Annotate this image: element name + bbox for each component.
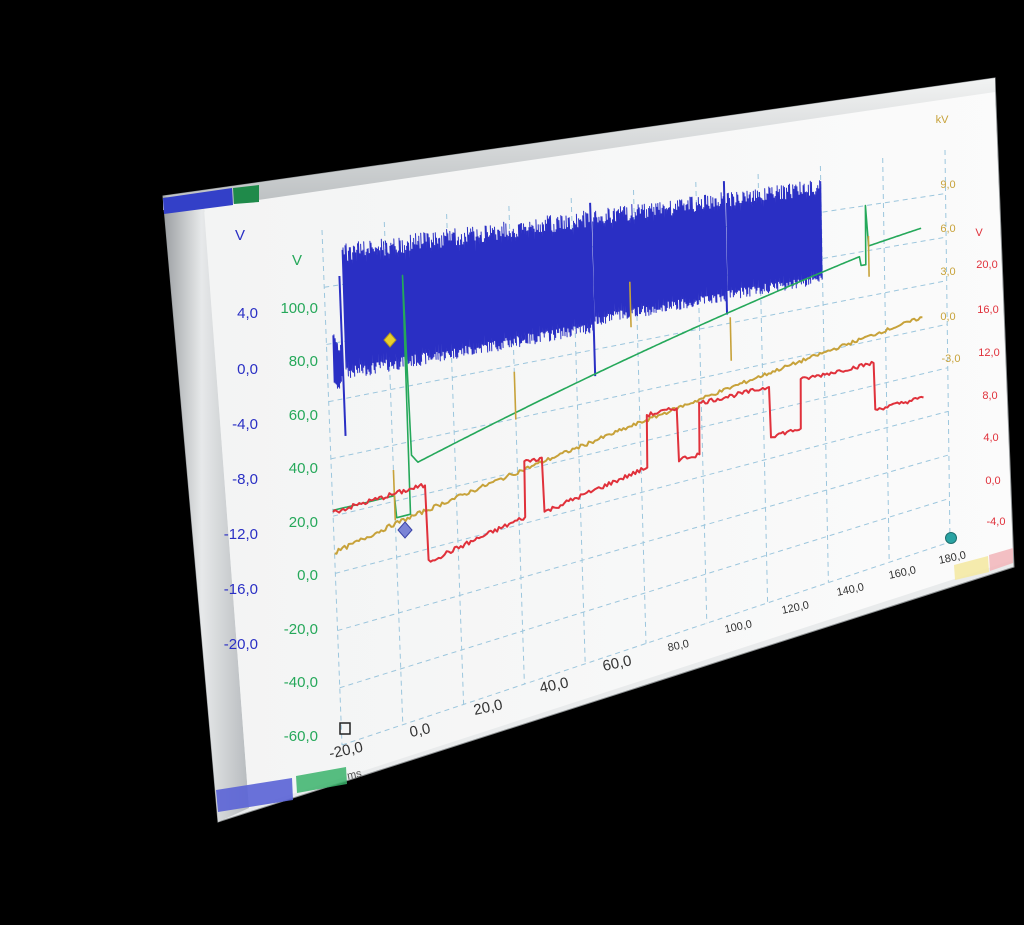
grid-hline [332, 367, 948, 517]
yellow-axis-tick-label: 3,0 [940, 266, 955, 278]
x-axis-unit: ms [346, 768, 363, 783]
yellow-axis-tick-label: -3,0 [942, 353, 961, 365]
green-axis-tick-label: 80,0 [289, 353, 318, 370]
yellow-trace [334, 316, 923, 555]
x-axis-tick-label: 180,0 [938, 549, 967, 566]
grid-hline [339, 497, 950, 689]
blue-axis-tick-label: -16,0 [224, 581, 258, 598]
red-axis-tick-label: 0,0 [985, 475, 1000, 487]
yellow-axis-tick-label: 6,0 [940, 223, 955, 235]
blue-axis-tick-label: -20,0 [224, 636, 258, 653]
red-axis-tick-label: 16,0 [977, 304, 998, 316]
red-axis-tick-label: 20,0 [976, 259, 997, 271]
x-axis-tick-label: 60,0 [601, 652, 633, 675]
x-axis-tick-label: 0,0 [408, 720, 432, 741]
green-axis-tick-label: 100,0 [280, 300, 318, 317]
blue-trace-burst [592, 192, 727, 325]
chart-labels: V 4,0 0,0 -4,0 -8,0 -12,0 -16,0 -20,0 V 100,0 80,0… [224, 114, 1006, 782]
yellow-range-tab[interactable] [954, 556, 989, 580]
grid-hline [335, 410, 949, 574]
yellow-trace-spike [729, 317, 733, 361]
x-axis-tick-label: 20,0 [472, 696, 504, 719]
red-axis-unit: V [975, 227, 983, 239]
green-axis-tick-label: 20,0 [289, 514, 318, 531]
grid-hline [328, 280, 947, 403]
x-axis-tick-label: -20,0 [328, 739, 365, 763]
blue-channel-tab[interactable] [163, 188, 233, 214]
x-axis-tick-label: 100,0 [724, 618, 753, 635]
blue-axis-tick-label: -4,0 [232, 416, 258, 433]
red-axis-tick-label: 12,0 [978, 347, 999, 359]
grid-hline [326, 236, 947, 345]
green-channel-tab[interactable] [233, 185, 259, 204]
yellow-axis-tick-label: 9,0 [940, 179, 955, 191]
green-axis-tick-label: 40,0 [289, 460, 318, 477]
yellow-trace-spike [629, 281, 632, 328]
red-axis-tick-label: 4,0 [983, 432, 998, 444]
grid-vline [321, 229, 343, 746]
panel-top-edge [163, 78, 995, 212]
grid-hline [337, 454, 950, 632]
x-axis-tick-label: 140,0 [836, 581, 865, 598]
yellow-axis-tick-label: 0,0 [940, 311, 955, 323]
blue-trace-spike [338, 275, 347, 437]
red-range-tab[interactable] [989, 548, 1013, 571]
blue-axis-tick-label: -8,0 [232, 471, 258, 488]
grid-vline [508, 205, 525, 685]
x-axis-tick-label: 40,0 [538, 674, 570, 697]
x-axis-tick-label: 120,0 [781, 599, 810, 616]
yellow-axis-unit: kV [936, 114, 950, 126]
blue-trace-spike [589, 202, 597, 377]
yellow-diamond-marker[interactable] [383, 332, 397, 348]
blue-trace-burst [332, 334, 344, 389]
blue-trace-burst [726, 180, 823, 299]
green-axis-tick-label: 60,0 [289, 407, 318, 424]
red-axis-tick-label: -4,0 [987, 516, 1006, 528]
panel-left-bezel [163, 196, 249, 822]
blue-range-tab[interactable] [216, 778, 293, 812]
green-axis-tick-label: -40,0 [284, 674, 318, 691]
green-axis-unit: V [292, 252, 302, 269]
red-axis-tick-label: 8,0 [982, 390, 997, 402]
x-axis-tick-label: 160,0 [888, 564, 917, 581]
blue-axis-unit: V [235, 227, 245, 244]
blue-trace-burst [341, 210, 595, 378]
cursor-end-marker[interactable] [945, 532, 957, 544]
grid-vline [570, 197, 586, 664]
green-range-tab[interactable] [296, 767, 347, 793]
yellow-trace-spike [867, 236, 870, 277]
green-trace [332, 204, 922, 519]
chart-traces [332, 180, 924, 563]
green-axis-tick-label: -60,0 [284, 728, 318, 745]
blue-trace-spike [722, 181, 729, 315]
green-axis-tick-label: -20,0 [284, 621, 318, 638]
grid-hline [324, 193, 946, 288]
grid-vline [882, 157, 890, 563]
grid-hline [341, 541, 951, 746]
grid-vline [944, 149, 951, 543]
trigger-diamond-marker[interactable] [397, 521, 413, 539]
red-trace [332, 360, 924, 563]
cursor-start-marker[interactable] [339, 722, 351, 735]
blue-axis-tick-label: 0,0 [237, 361, 258, 378]
grid-hline [330, 323, 948, 460]
x-axis-tick-label: 80,0 [667, 638, 690, 654]
blue-axis-tick-label: -12,0 [224, 526, 258, 543]
blue-axis-tick-label: 4,0 [237, 305, 258, 322]
yellow-trace-spike [513, 371, 517, 420]
green-axis-tick-label: 0,0 [297, 567, 318, 584]
